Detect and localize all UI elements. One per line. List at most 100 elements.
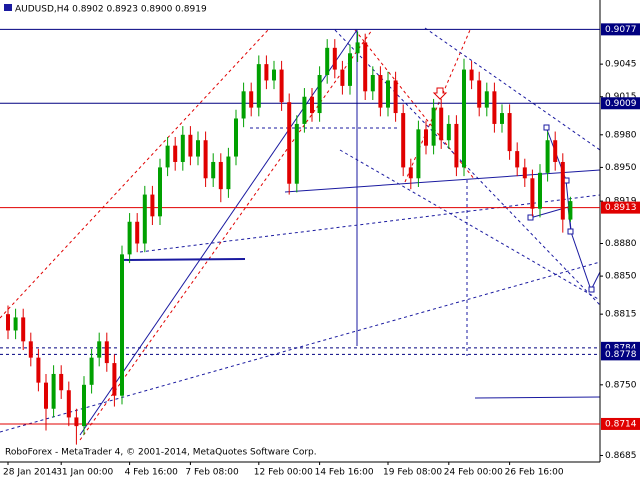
candle-body: [401, 113, 406, 168]
candle-body: [560, 161, 565, 220]
candle-body: [249, 91, 254, 108]
candle-body: [51, 373, 56, 409]
candle-body: [500, 113, 504, 124]
candle-body: [196, 140, 200, 157]
candle-body: [256, 64, 261, 108]
candle-body: [530, 178, 535, 209]
candle-body: [28, 341, 33, 358]
candle-body: [66, 390, 71, 418]
candle-body: [507, 113, 512, 152]
candle-body: [279, 69, 284, 103]
candle-body: [142, 194, 147, 244]
candle-body: [241, 91, 246, 119]
candle-body: [454, 123, 459, 168]
level-label: 0.8784: [605, 343, 637, 353]
candle-body: [272, 69, 276, 81]
candle-body: [424, 129, 428, 146]
candle-body: [226, 156, 231, 190]
candle-body: [408, 167, 413, 179]
candle-body: [522, 167, 527, 179]
level-label: 0.9077: [605, 25, 637, 35]
y-tick-label: 0.9045: [605, 60, 637, 70]
y-tick-label: 0.8685: [605, 451, 637, 461]
candle-body: [294, 123, 299, 184]
x-tick-label: 24 Feb 00:00: [444, 468, 503, 478]
candle-body: [553, 140, 558, 162]
y-tick-label: 0.8880: [605, 239, 637, 249]
candle-body: [515, 151, 520, 168]
candle-body: [370, 75, 375, 92]
candle-body: [112, 363, 117, 396]
candle-body: [21, 317, 26, 342]
candle-body: [568, 201, 573, 220]
level-label: 0.9009: [605, 99, 637, 109]
anchor: [527, 214, 534, 221]
candle-body: [492, 91, 497, 124]
candle-body: [211, 161, 216, 179]
candle-body: [545, 140, 550, 173]
candle-body: [302, 96, 307, 124]
x-tick-label: 7 Feb 08:00: [185, 468, 239, 478]
candle-body: [484, 91, 489, 108]
candle-body: [538, 172, 542, 209]
candle-body: [317, 75, 322, 114]
candle-body: [13, 317, 18, 331]
candle-body: [386, 80, 390, 108]
anchor: [543, 124, 550, 131]
candle-body: [180, 134, 185, 162]
candle-body: [82, 384, 86, 427]
y-tick-label: 0.8980: [605, 130, 637, 140]
y-tick-label: 0.8750: [605, 380, 637, 390]
x-tick-label: 14 Feb 16:00: [315, 468, 374, 478]
trend-line: [0, 261, 601, 433]
candle-body: [325, 47, 330, 76]
candle-body: [127, 221, 132, 255]
level-label-box: [601, 23, 640, 36]
candle-body: [173, 145, 178, 162]
candle-body: [332, 47, 337, 70]
candle-body: [234, 118, 238, 157]
candle-body: [439, 107, 444, 141]
anchor: [567, 228, 574, 235]
candle-body: [310, 96, 314, 114]
candle-body: [150, 194, 155, 217]
candle-body: [104, 341, 109, 364]
candle-body: [97, 341, 102, 358]
x-tick-label: 19 Feb 08:00: [383, 468, 442, 478]
level-label: 0.8778: [605, 350, 637, 360]
trend-line: [119, 258, 246, 261]
y-tick-label: 0.9015: [605, 92, 637, 102]
trend-line: [334, 29, 601, 306]
candle-body: [158, 167, 162, 217]
y-tick-label: 0.8815: [605, 310, 637, 320]
y-tick-label: 0.8850: [605, 272, 637, 282]
x-tick-label: 28 Jan 2014: [3, 468, 57, 478]
candle-body: [469, 69, 474, 81]
footer: RoboForex - MetaTrader 4, © 2001-2014, M…: [5, 448, 317, 458]
candle-body: [74, 417, 79, 427]
y-tick-label: 0.8919: [605, 197, 637, 207]
arrow-marker: [432, 87, 448, 100]
candle-body: [477, 80, 482, 108]
candle-body: [393, 80, 398, 114]
candle-body: [348, 53, 352, 86]
x-tick-label: 4 Feb 16:00: [125, 468, 179, 478]
level-label-box: [601, 348, 640, 361]
candle-body: [287, 102, 292, 184]
candle-body: [363, 42, 368, 92]
candle-body: [44, 382, 48, 409]
candle-body: [446, 123, 451, 141]
x-tick-label: 12 Feb 00:00: [254, 468, 313, 478]
trend-line: [139, 194, 601, 253]
level-label-box: [601, 97, 640, 110]
candle-body: [378, 75, 383, 108]
candle-body: [59, 373, 64, 391]
candle-body: [462, 69, 466, 168]
chart-title: AUDUSD,H4 0.8902 0.8923 0.8900 0.8919: [15, 5, 207, 15]
candle-body: [264, 64, 269, 81]
candle-body: [355, 42, 360, 54]
candle-body: [36, 357, 41, 383]
candle-body: [431, 107, 436, 146]
